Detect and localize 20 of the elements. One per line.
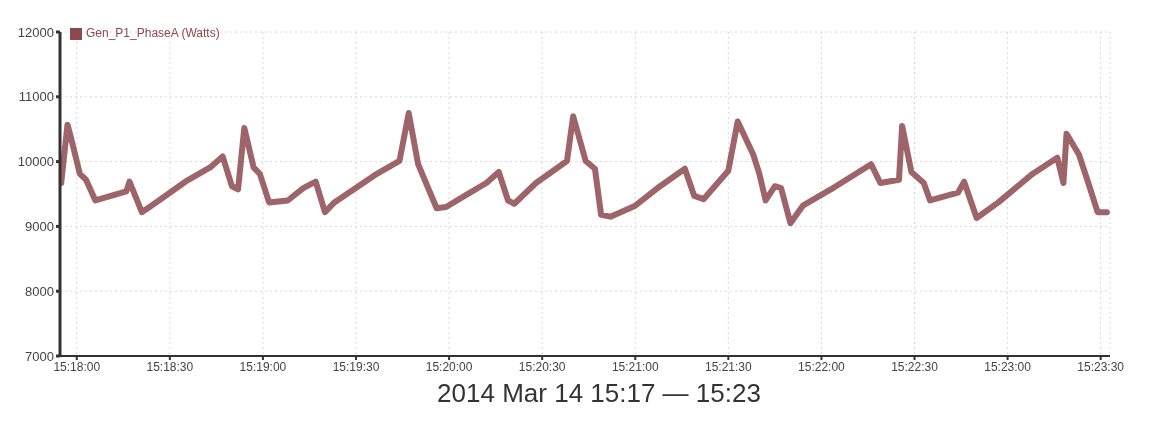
y-tick-label: 9000 <box>25 219 54 235</box>
x-tick-label: 15:20:30 <box>518 359 566 374</box>
y-tick-label: 10000 <box>17 154 54 170</box>
x-tick-label: 15:21:00 <box>611 359 659 374</box>
x-tick-label: 15:22:00 <box>798 359 846 374</box>
x-tick-label: 15:21:30 <box>704 359 753 374</box>
x-tick-label: 15:20:00 <box>425 359 473 374</box>
x-tick-label: 15:22:30 <box>891 359 939 374</box>
legend-label: Gen_P1_PhaseA (Watts) <box>86 26 220 40</box>
x-tick-label: 15:19:00 <box>239 359 287 374</box>
y-tick-label: 7000 <box>25 348 54 364</box>
y-tick-label: 11000 <box>18 89 54 105</box>
x-tick-label: 15:18:00 <box>53 359 101 374</box>
x-tick-label: 15:23:00 <box>984 359 1032 374</box>
y-tick-label: 8000 <box>25 283 54 299</box>
x-tick-label: 15:23:30 <box>1077 359 1125 374</box>
x-tick-label: 15:19:30 <box>332 359 380 374</box>
y-tick-label: 12000 <box>17 24 54 40</box>
x-axis-title: 2014 Mar 14 15:17 — 15:23 <box>436 378 762 409</box>
x-tick-label: 15:18:30 <box>146 359 194 374</box>
